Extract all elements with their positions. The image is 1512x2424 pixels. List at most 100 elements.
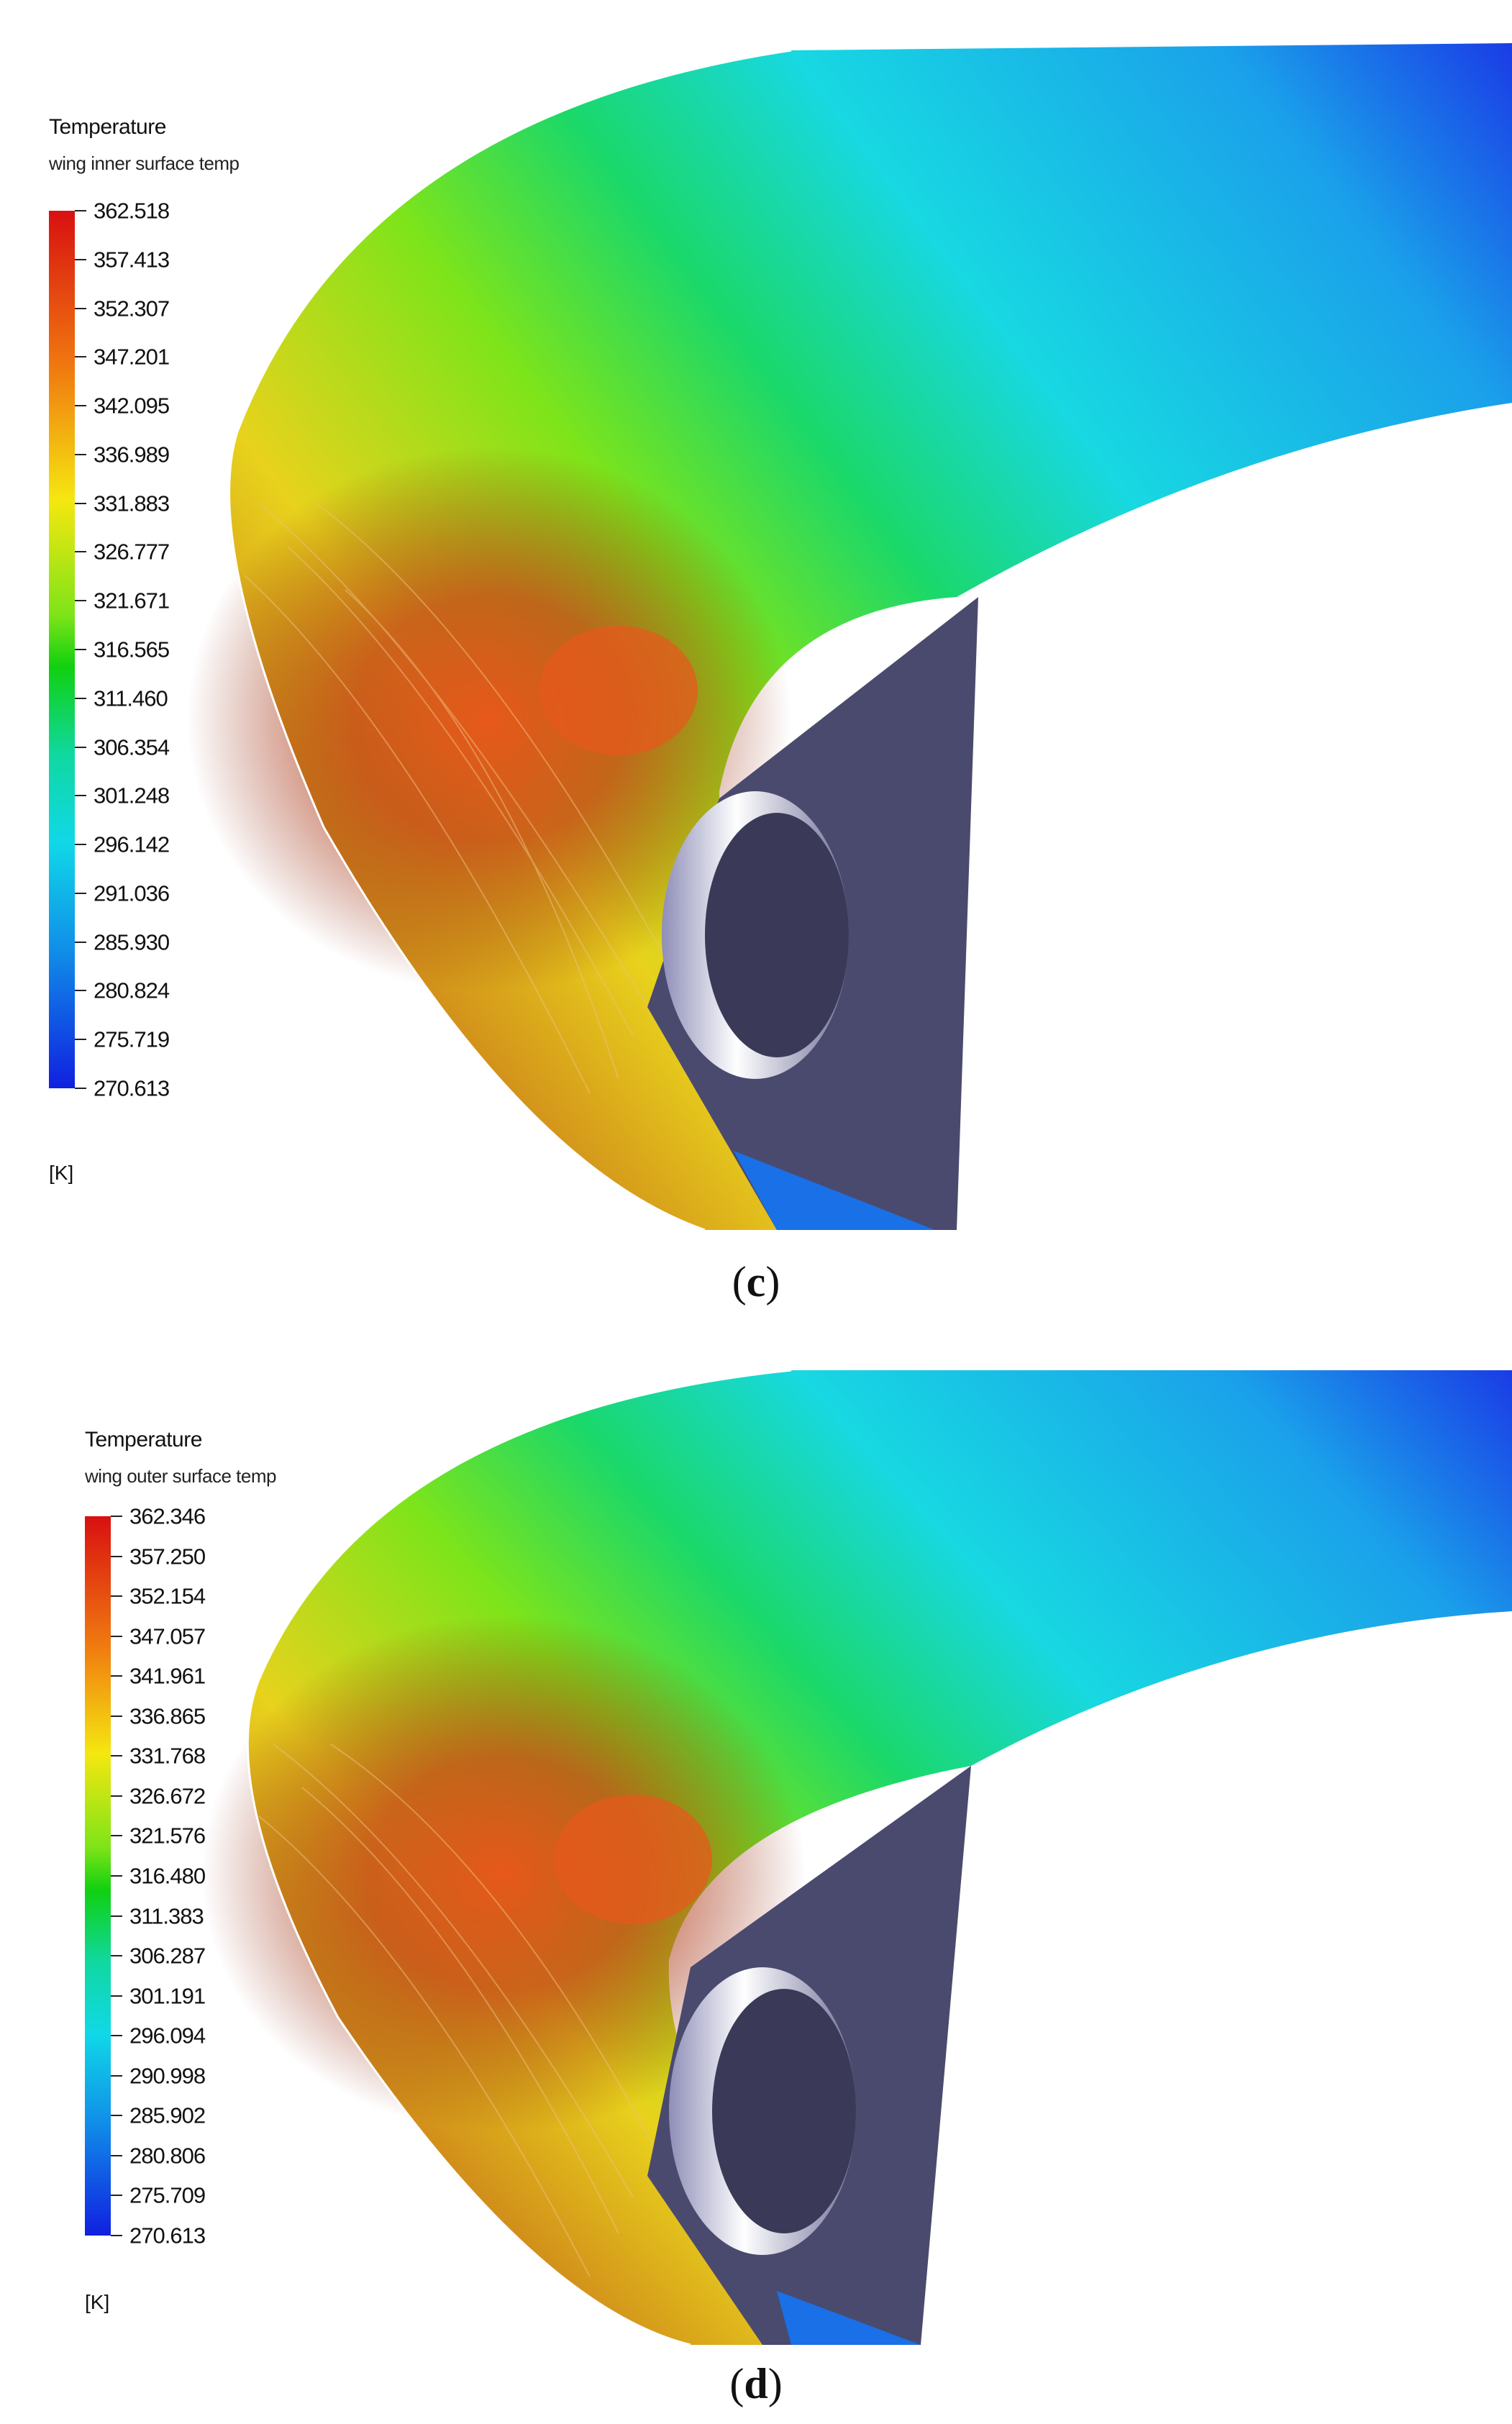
colorbar-tick bbox=[111, 2195, 122, 2197]
colorbar-tick-label: 341.961 bbox=[129, 1663, 206, 1689]
legend-unit: [K] bbox=[85, 2291, 110, 2313]
colorbar-tick bbox=[75, 1088, 86, 1089]
colorbar-tick bbox=[111, 1715, 122, 1717]
colorbar-tick-label: 321.576 bbox=[129, 1823, 206, 1849]
colorbar-tick bbox=[75, 649, 86, 650]
contour-panel-d bbox=[0, 1370, 1512, 2345]
colorbar-tick-label: 306.287 bbox=[129, 1943, 206, 1969]
colorbar-tick-label: 336.989 bbox=[94, 442, 170, 468]
colorbar-tick bbox=[75, 1039, 86, 1041]
colorbar-tick-label: 352.307 bbox=[94, 296, 170, 322]
contour-panel-c: Temperature wing inner surface temp 362.… bbox=[49, 43, 1512, 1230]
colorbar-tick bbox=[75, 502, 86, 504]
colorbar-tick bbox=[111, 1915, 122, 1917]
colorbar-wrap: 362.346 357.250 352.154 347.057 341.961 336.8… bbox=[85, 1505, 272, 2247]
colorbar-tick bbox=[75, 307, 86, 309]
colorbar-tick bbox=[111, 1755, 122, 1757]
colorbar-tick bbox=[111, 1555, 122, 1557]
colorbar-tick-label: 352.154 bbox=[129, 1583, 206, 1609]
wing-edge bbox=[246, 1370, 792, 2345]
colorbar-tick bbox=[75, 405, 86, 407]
colorbar-tick-label: 296.142 bbox=[94, 831, 170, 857]
colorbar-tick-label: 326.672 bbox=[129, 1783, 206, 1809]
colorbar-tick-label: 270.613 bbox=[129, 2223, 206, 2248]
hot-zone bbox=[187, 446, 791, 993]
colorbar-tick-label: 326.777 bbox=[94, 539, 170, 565]
caption-letter: c bbox=[746, 1258, 766, 1306]
colorbar bbox=[49, 211, 75, 1088]
colorbar-tick-label: 291.036 bbox=[94, 880, 170, 906]
colorbar-tick-label: 270.613 bbox=[94, 1075, 170, 1101]
hot-core bbox=[554, 1795, 712, 1924]
colorbar-tick-label: 362.346 bbox=[129, 1503, 206, 1529]
colorbar-tick bbox=[111, 1595, 122, 1598]
colorbar-tick bbox=[75, 551, 86, 553]
caption-close: ) bbox=[768, 2360, 783, 2407]
wing-edge bbox=[228, 49, 792, 1230]
temperature-legend: Temperature wing inner surface temp 362.… bbox=[49, 115, 240, 1184]
colorbar-tick-label: 357.250 bbox=[129, 1544, 206, 1569]
colorbar-tick-label: 275.719 bbox=[94, 1026, 170, 1052]
colorbar-tick-label: 296.094 bbox=[129, 2023, 206, 2049]
colorbar-tick-label: 336.865 bbox=[129, 1703, 206, 1729]
colorbar-tick-label: 285.902 bbox=[129, 2102, 206, 2128]
colorbar-tick bbox=[111, 2154, 122, 2156]
colorbar-tick-label: 301.191 bbox=[129, 1983, 206, 2009]
colorbar-tick bbox=[111, 1795, 122, 1797]
colorbar-tick bbox=[111, 1675, 122, 1677]
colorbar-tick bbox=[75, 892, 86, 894]
colorbar-tick bbox=[75, 600, 86, 602]
caption-open: ( bbox=[729, 2360, 744, 2407]
legend-unit: [K] bbox=[49, 1162, 74, 1184]
colorbar-tick bbox=[111, 1516, 122, 1517]
colorbar-tick-label: 331.883 bbox=[94, 491, 170, 516]
colorbar-tick-label: 321.671 bbox=[94, 588, 170, 614]
colorbar-tick bbox=[111, 1875, 122, 1877]
colorbar-tick bbox=[111, 1995, 122, 1997]
legend-subtitle: wing inner surface temp bbox=[49, 152, 240, 174]
hot-core bbox=[539, 626, 698, 755]
colorbar-tick-label: 316.480 bbox=[129, 1863, 206, 1889]
colorbar-tick bbox=[111, 2235, 122, 2236]
colorbar-tick bbox=[75, 941, 86, 943]
caption-close: ) bbox=[765, 1258, 780, 1306]
colorbar-tick-label: 280.824 bbox=[94, 978, 170, 1003]
colorbar-tick bbox=[75, 844, 86, 846]
colorbar-tick-label: 342.095 bbox=[94, 393, 170, 419]
colorbar bbox=[85, 1516, 111, 2236]
contour-lines bbox=[244, 503, 677, 1094]
colorbar-tick-label: 347.057 bbox=[129, 1623, 206, 1649]
temperature-legend: Temperature wing outer surface temp 362.… bbox=[85, 1428, 276, 2313]
lower-skin-strip bbox=[734, 1151, 935, 1230]
colorbar-tick-label: 357.413 bbox=[94, 247, 170, 273]
colorbar-tick bbox=[75, 990, 86, 992]
caption-open: ( bbox=[732, 1258, 747, 1306]
colorbar-tick bbox=[75, 356, 86, 358]
colorbar-tick-label: 290.998 bbox=[129, 2063, 206, 2089]
caption-c: (c) bbox=[0, 1257, 1512, 1307]
wing-surface-render bbox=[187, 43, 1512, 1230]
colorbar-tick-label: 311.460 bbox=[94, 685, 168, 711]
colorbar-tick bbox=[111, 2035, 122, 2037]
colorbar-tick bbox=[111, 1635, 122, 1637]
colorbar-tick bbox=[75, 258, 86, 260]
colorbar-tick bbox=[75, 210, 86, 211]
legend-title: Temperature bbox=[49, 115, 166, 139]
duct-tube-inner bbox=[705, 813, 849, 1057]
wing-surface-render bbox=[201, 1370, 1512, 2345]
colorbar-tick bbox=[111, 2074, 122, 2077]
hot-zone bbox=[201, 1615, 806, 2133]
colorbar-tick bbox=[75, 697, 86, 699]
colorbar-tick bbox=[75, 746, 86, 748]
colorbar-tick bbox=[111, 2115, 122, 2117]
contour-lines bbox=[258, 1744, 662, 2277]
colorbar-tick-label: 306.354 bbox=[94, 734, 170, 760]
legend-title: Temperature bbox=[85, 1428, 202, 1452]
colorbar-tick bbox=[111, 1955, 122, 1957]
colorbar-tick-label: 301.248 bbox=[94, 783, 170, 808]
colorbar-tick-label: 362.518 bbox=[94, 198, 170, 224]
colorbar-wrap: 362.518 357.413 352.307 347.201 342.095 336.9… bbox=[49, 200, 236, 1100]
lower-skin-strip bbox=[777, 2291, 921, 2345]
colorbar-tick bbox=[111, 1835, 122, 1837]
colorbar-tick-label: 311.383 bbox=[129, 1903, 204, 1929]
